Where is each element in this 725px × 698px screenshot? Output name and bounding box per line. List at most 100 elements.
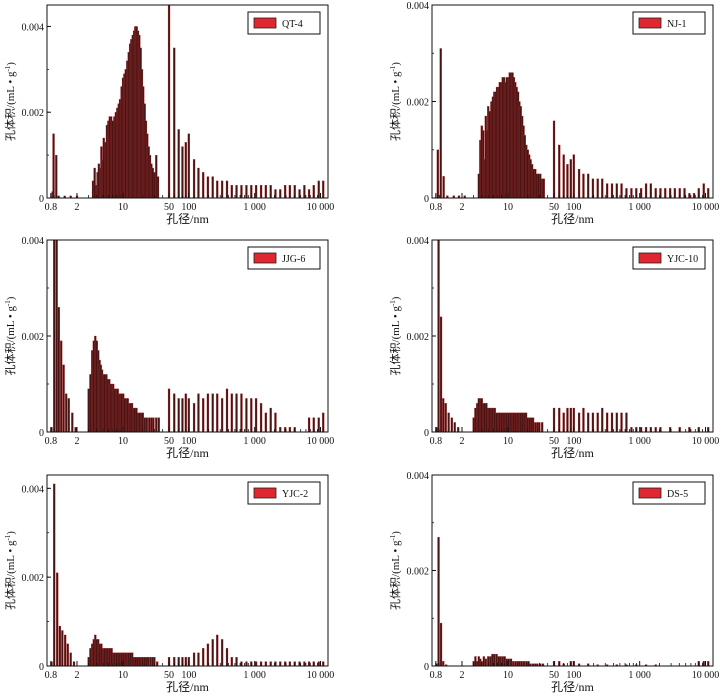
bar bbox=[307, 189, 311, 199]
legend-box bbox=[632, 11, 706, 35]
bar bbox=[512, 661, 515, 667]
bar bbox=[644, 427, 648, 433]
bar bbox=[269, 661, 272, 667]
bar bbox=[439, 316, 443, 433]
y-tick-label: 0 bbox=[39, 194, 44, 205]
bar bbox=[197, 393, 200, 433]
legend-swatch bbox=[253, 17, 277, 29]
bar bbox=[58, 625, 62, 667]
bar bbox=[605, 412, 609, 433]
bar bbox=[542, 178, 545, 199]
legend-box bbox=[247, 481, 321, 505]
x-tick-label: 1 000 bbox=[628, 436, 651, 447]
x-tick-label: 10 000 bbox=[307, 202, 335, 213]
x-tick-label: 1 000 bbox=[243, 436, 266, 447]
bar bbox=[688, 427, 691, 433]
x-tick-label: 100 bbox=[181, 436, 196, 447]
bar bbox=[484, 658, 487, 667]
bar bbox=[259, 403, 263, 433]
bar bbox=[707, 661, 710, 667]
bar bbox=[447, 412, 450, 433]
bar bbox=[254, 398, 258, 433]
y-axis-label-close: ) bbox=[390, 62, 402, 66]
bar bbox=[74, 427, 77, 433]
y-axis-label-close: ) bbox=[5, 62, 17, 66]
bar bbox=[202, 398, 205, 433]
bar bbox=[157, 417, 160, 433]
bar bbox=[184, 142, 187, 199]
bar bbox=[520, 661, 523, 667]
bar bbox=[69, 652, 72, 667]
bar bbox=[60, 340, 63, 433]
y-axis-label-main: 孔体积/(mL • g bbox=[388, 306, 402, 376]
bar bbox=[57, 307, 60, 433]
bar bbox=[64, 634, 67, 667]
bar bbox=[683, 188, 686, 199]
x-tick-label: 10 bbox=[503, 670, 513, 681]
bars-nj-1 bbox=[436, 48, 710, 199]
bar bbox=[489, 656, 492, 667]
bar bbox=[654, 427, 657, 433]
bar bbox=[153, 172, 156, 199]
x-tick-label: 10 000 bbox=[692, 436, 720, 447]
y-axis-label-close: ) bbox=[5, 296, 17, 300]
legend: YJC-2 bbox=[247, 481, 321, 505]
x-axis-label: 孔径/nm bbox=[551, 446, 594, 460]
bar bbox=[615, 412, 618, 433]
bar bbox=[177, 129, 180, 199]
legend: DS-5 bbox=[632, 481, 706, 505]
x-tick-label: 50 bbox=[164, 202, 174, 213]
bar bbox=[491, 407, 495, 433]
bar bbox=[644, 183, 648, 199]
y-axis-label-close: ) bbox=[390, 531, 402, 535]
bar bbox=[269, 407, 272, 433]
bar bbox=[596, 412, 599, 433]
bar bbox=[136, 656, 139, 667]
x-tick-label: 10 bbox=[118, 670, 128, 681]
bar bbox=[569, 407, 572, 433]
y-tick-label: 0.004 bbox=[407, 236, 430, 247]
x-tick-label: 0.8 bbox=[45, 670, 58, 681]
bar bbox=[245, 398, 248, 433]
x-tick-label: 0.8 bbox=[430, 436, 443, 447]
y-axis-label: 孔体积/(mL • g-1) bbox=[3, 296, 17, 375]
x-tick-label: 50 bbox=[164, 670, 174, 681]
bar bbox=[167, 4, 171, 199]
bar bbox=[702, 183, 705, 199]
bar bbox=[148, 417, 151, 433]
bars-qt-4 bbox=[51, 4, 325, 199]
bar bbox=[521, 412, 524, 433]
bar bbox=[192, 403, 196, 433]
bar bbox=[442, 398, 445, 433]
bar bbox=[184, 393, 187, 433]
plot-frame bbox=[46, 474, 329, 667]
x-tick-label: 10 bbox=[503, 202, 513, 213]
bar bbox=[322, 661, 325, 667]
legend-swatch bbox=[638, 487, 662, 499]
bar bbox=[230, 656, 233, 667]
x-tick-label: 100 bbox=[566, 436, 581, 447]
bar bbox=[625, 412, 628, 433]
bar bbox=[534, 422, 537, 433]
bar bbox=[322, 180, 325, 199]
x-tick-label: 2 bbox=[75, 670, 80, 681]
legend-label: NJ-1 bbox=[667, 19, 686, 30]
bar bbox=[298, 189, 301, 199]
bar bbox=[192, 652, 196, 667]
y-axis-label-sup: -1 bbox=[389, 65, 397, 71]
bar bbox=[225, 180, 229, 199]
bar bbox=[537, 173, 540, 199]
bar bbox=[197, 652, 200, 667]
bar bbox=[303, 661, 306, 667]
bar bbox=[151, 656, 154, 667]
y-axis-label: 孔体积/(mL • g-1) bbox=[3, 62, 17, 141]
bar bbox=[53, 239, 56, 433]
bar bbox=[220, 639, 224, 667]
legend: QT-4 bbox=[247, 11, 321, 35]
bar bbox=[596, 178, 599, 199]
x-tick-label: 1 000 bbox=[628, 670, 651, 681]
legend-box bbox=[632, 246, 706, 270]
chart-panel-ds-5: 0 0.002 0.004 0.8 2 10 50 100 1 000 10 000 孔径/nm 孔体… bbox=[388, 471, 719, 694]
legend-swatch bbox=[638, 17, 662, 29]
